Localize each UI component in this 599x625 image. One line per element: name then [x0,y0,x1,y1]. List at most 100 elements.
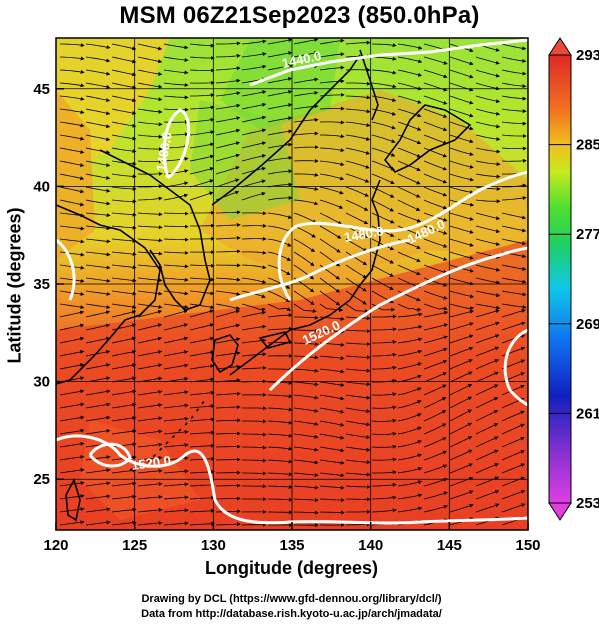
streamline-409 [397,324,423,331]
streamline-295 [241,250,267,255]
streamline-0 [60,43,85,48]
streamline-40 [163,69,189,75]
y-tick-label-3: 40 [33,178,50,195]
streamline-558 [59,441,85,448]
streamline-435 [137,349,163,357]
streamline-452 [111,363,137,370]
streamline-393 [449,309,474,318]
streamline-503 [501,384,525,396]
streamline-173 [345,160,370,169]
streamline-241 [241,211,267,216]
streamline-63 [293,77,319,84]
streamline-384 [215,309,240,318]
streamline-374 [423,303,448,311]
streamline-74 [111,95,137,103]
streamline-123 [449,121,474,131]
credit-drawing: Drawing by DCL (https://www.gfd-dennou.o… [141,593,442,605]
streamline-117 [293,117,319,123]
streamline-240 [215,210,241,215]
streamline-625 [397,480,423,487]
streamline-324 [59,277,85,283]
streamline-87 [449,95,474,105]
streamline-585 [293,459,319,465]
streamline-552 [371,431,397,436]
streamline-34 [475,56,500,65]
streamline-395 [501,309,526,318]
streamline-638 [267,497,293,502]
streamline-70 [475,82,500,91]
streamline-504 [59,402,85,409]
height-contours [56,38,528,525]
streamline-646 [475,490,500,500]
streamline-284 [423,238,448,248]
streamline-536 [423,410,447,422]
streamline-618 [215,483,241,488]
streamline-214 [475,186,501,191]
streamline-571 [397,440,422,448]
streamline-216 [59,199,85,207]
coastline-kyushu [211,334,239,374]
streamline-178 [475,160,501,167]
streamline-546 [215,431,241,436]
streamline-301 [397,251,421,263]
streamline-235 [85,212,111,218]
streamline-287 [501,238,527,246]
streamline-13 [397,43,423,50]
contour-label-6: 1520.0 [130,453,171,473]
streamline-413 [501,321,526,331]
streamline-169 [241,154,267,162]
streamline-262 [319,225,342,239]
streamline-550 [319,433,345,440]
streamline-408 [372,327,397,332]
streamline-32 [423,56,448,65]
streamline-654 [215,509,241,514]
streamline-623 [345,484,371,489]
streamline-636 [215,496,241,501]
streamline-85 [397,95,422,104]
streamline-429 [449,334,474,344]
colorbar: 293 285 277 269 261 253 [548,37,599,521]
streamline-302 [423,251,448,261]
streamline-436 [163,350,189,357]
streamline-135 [293,131,319,136]
streamline-198 [59,186,85,194]
streamline-313 [241,264,267,270]
streamline-432 [59,349,85,357]
streamline-273 [137,238,163,243]
streamline-604 [319,472,345,478]
streamline-483 [449,371,473,383]
streamline-217 [85,199,111,206]
streamline-514 [319,407,345,414]
streamline-495 [293,394,319,400]
streamline-368 [267,303,291,311]
streamline-630 [59,494,85,500]
streamline-318 [371,264,394,277]
streamline-213 [449,186,475,195]
streamline-611 [501,463,526,474]
streamline-105 [449,108,474,118]
streamline-78 [215,91,241,97]
streamline-252 [59,225,85,231]
streamline-39 [137,69,163,76]
streamline-230 [423,199,448,210]
streamline-426 [372,340,397,344]
streamline-196 [475,173,501,179]
map-title: MSM 06Z21Sep2023 (850.0hPa) [119,2,480,29]
streamline-52 [475,69,500,78]
streamline-59 [189,80,215,85]
streamline-661 [397,506,423,513]
streamline-496 [319,394,345,401]
streamline-10 [319,38,345,45]
coastline-taiwan [65,477,81,522]
streamline-30 [371,56,397,61]
streamline-461 [345,368,371,373]
streamline-8 [267,38,293,45]
streamline-97 [241,102,267,110]
streamline-127 [85,134,111,142]
streamline-89 [501,95,527,101]
streamline-398 [111,323,137,331]
coastline-sakhalin [359,49,379,121]
streamline-28 [319,52,345,58]
streamline-208 [319,186,344,195]
streamline-71 [501,82,527,89]
